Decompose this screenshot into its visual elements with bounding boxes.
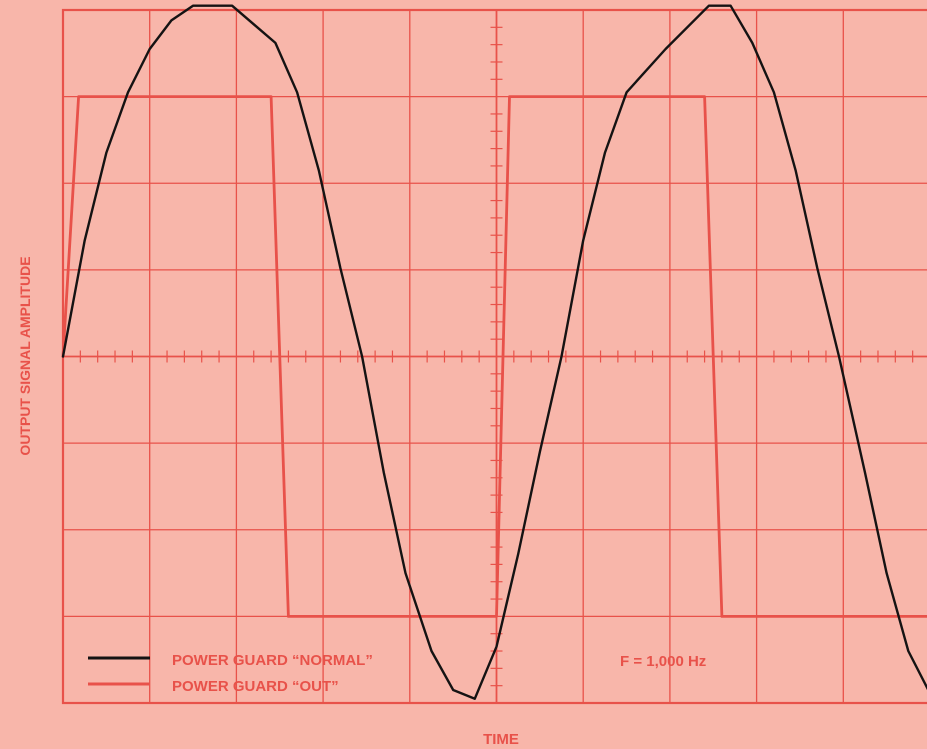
x-axis-label: TIME (483, 731, 519, 748)
legend-label-out: POWER GUARD “OUT” (172, 678, 339, 695)
series-line-normal (61, 4, 927, 700)
y-axis-label: OUTPUT SIGNAL AMPLITUDE (17, 256, 33, 455)
series-line-out (61, 95, 927, 618)
legend: POWER GUARD “NORMAL” POWER GUARD “OUT” (88, 652, 373, 695)
legend-label-normal: POWER GUARD “NORMAL” (172, 652, 373, 669)
signal-traces (61, 4, 927, 700)
frequency-annotation: F = 1,000 Hz (620, 653, 706, 670)
